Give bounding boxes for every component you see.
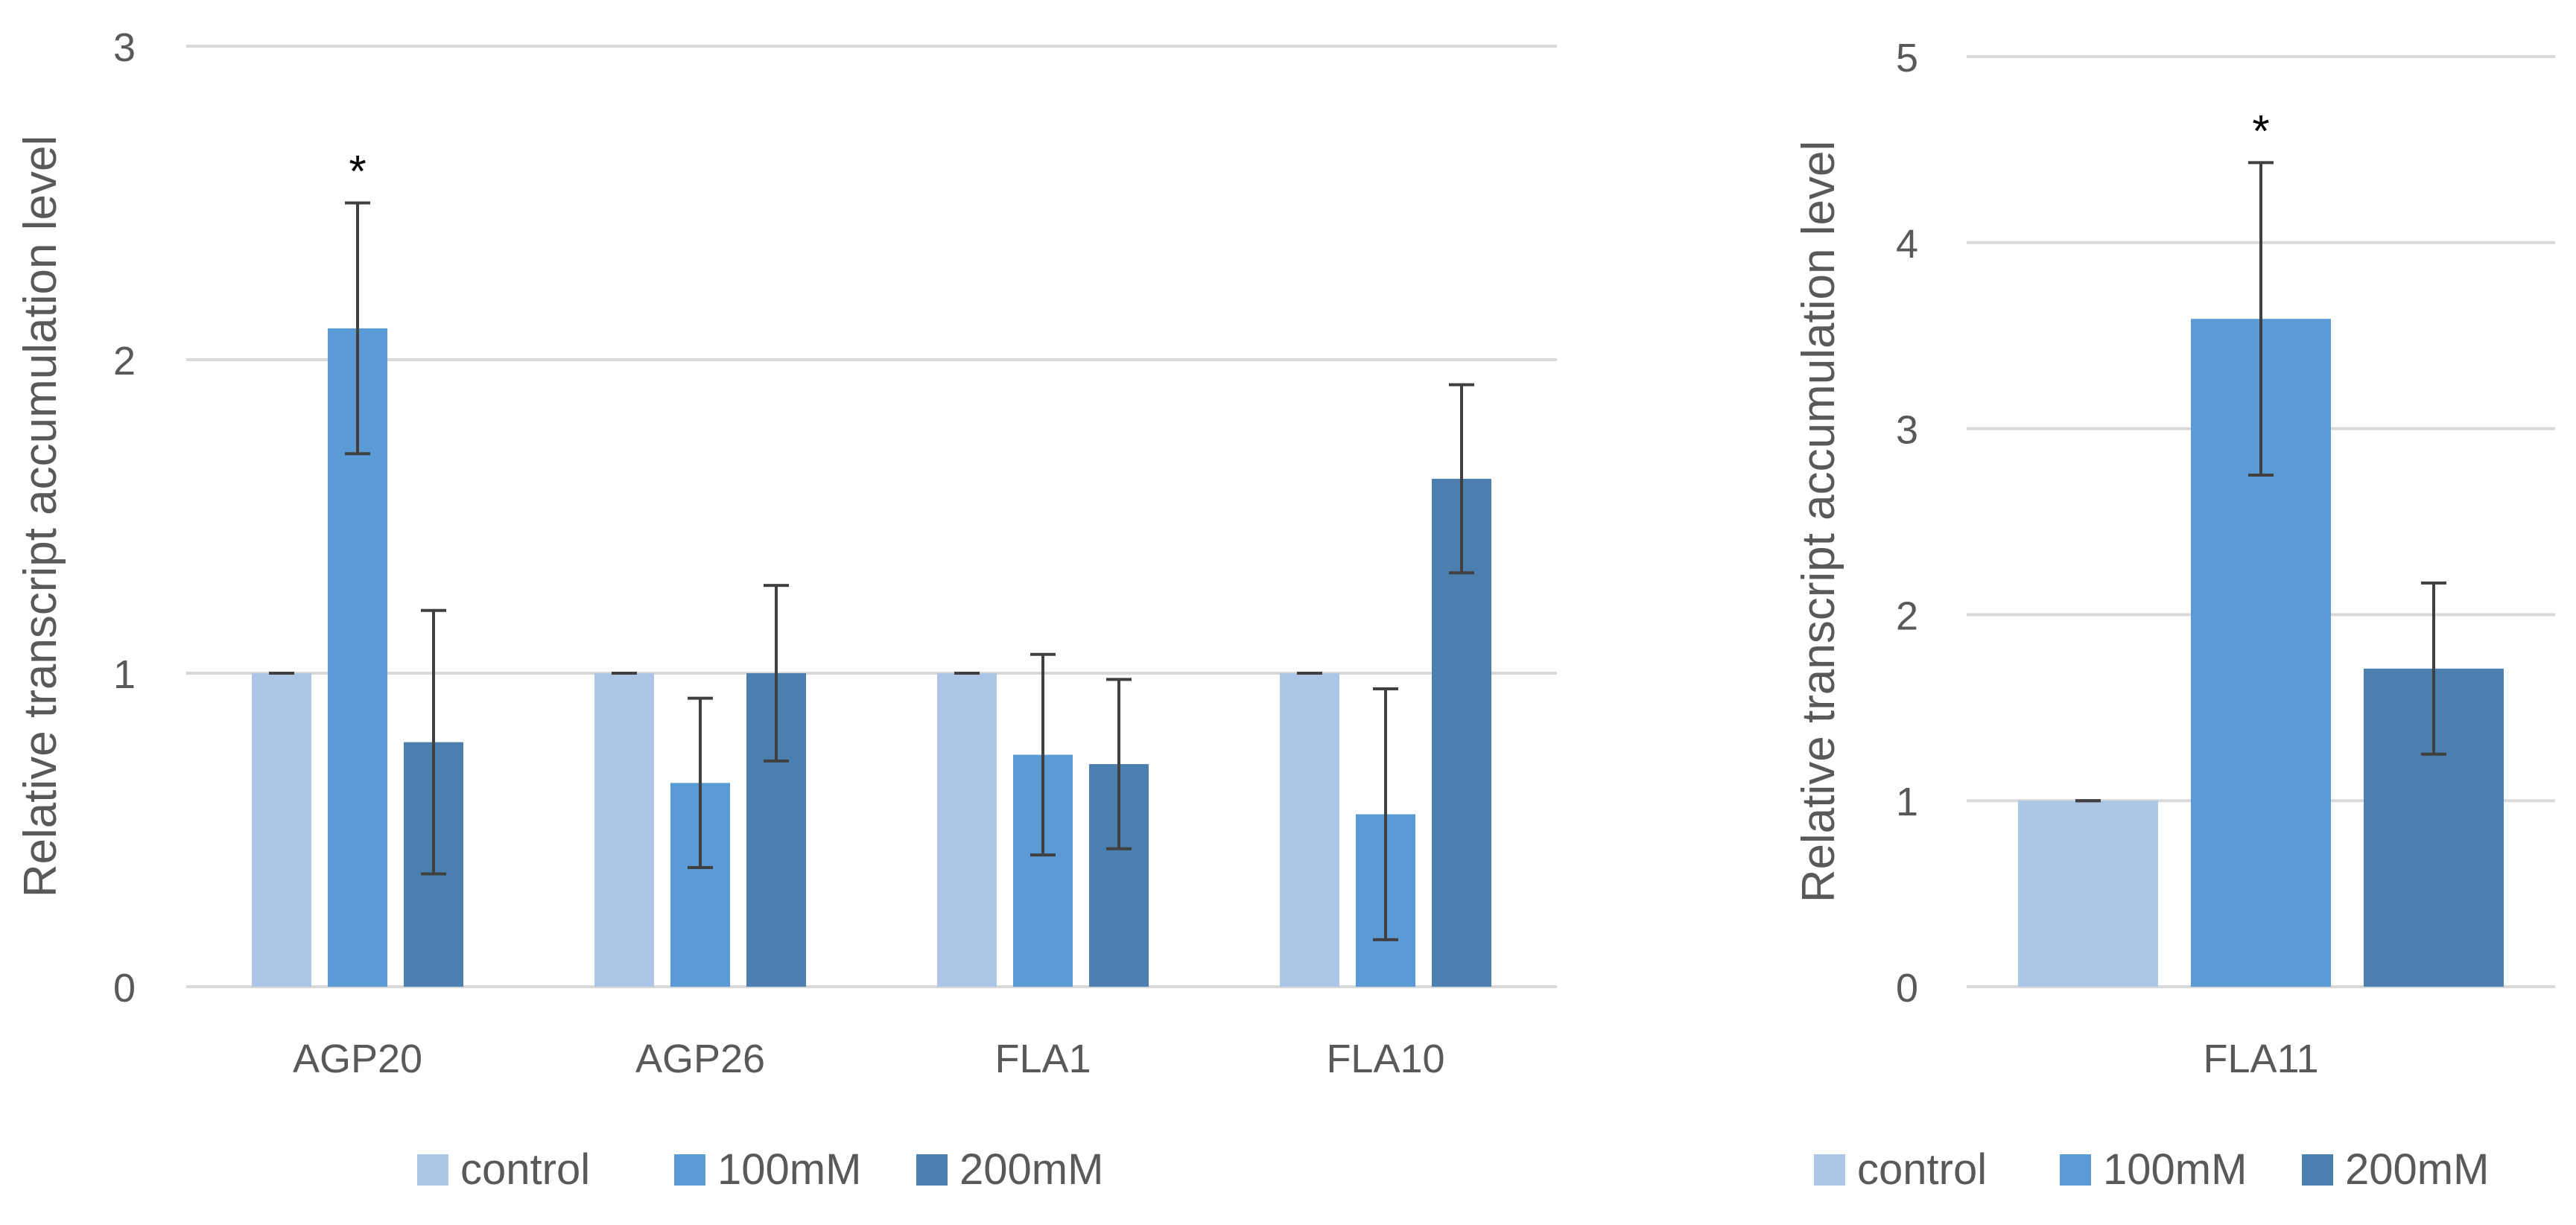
x-category-label: AGP26 — [635, 1037, 765, 1081]
error-bar-FLA1-100mM — [1030, 652, 1056, 857]
legend-label-100mM: 100mM — [717, 1145, 861, 1194]
legend-swatch-control — [1814, 1154, 1845, 1186]
error-bar-FLA10-200mM — [1449, 383, 1474, 575]
legend-swatch-200mM — [916, 1154, 948, 1186]
bar-FLA1-control — [937, 673, 997, 987]
y-axis-title: Relative transcript accumulation level — [15, 136, 66, 897]
y-axis-title: Relative transcript accumulation level — [1793, 141, 1844, 903]
legend-label-control: control — [1857, 1145, 1987, 1194]
y-tick-label: 2 — [113, 339, 136, 384]
error-bar-FLA11-100mM — [2248, 161, 2274, 477]
legend-swatch-100mM — [674, 1154, 705, 1186]
y-tick-label: 1 — [113, 652, 136, 697]
error-bar-FLA1-200mM — [1106, 678, 1132, 850]
legend-label-200mM: 200mM — [2345, 1145, 2489, 1194]
significance-marker: * — [2252, 106, 2269, 156]
bar-FLA10-control — [1280, 673, 1339, 987]
y-tick-label: 3 — [113, 25, 136, 70]
chart-left: 0 1 2 3 Relative transcript accumulation lev… — [15, 25, 1557, 1194]
error-bar-AGP26-200mM — [764, 584, 789, 763]
x-category-label: FLA10 — [1326, 1037, 1444, 1081]
legend-label-100mM: 100mM — [2103, 1145, 2247, 1194]
y-tick-label: 5 — [1896, 36, 1918, 80]
legend-swatch-control — [417, 1154, 448, 1186]
significance-marker: * — [349, 147, 366, 197]
x-category-label: AGP20 — [293, 1037, 422, 1081]
y-tick-label: 2 — [1896, 594, 1918, 638]
error-bar-AGP20-200mM — [421, 608, 446, 876]
legend-swatch-100mM — [2060, 1154, 2091, 1186]
error-bar-AGP26-100mM — [688, 696, 713, 870]
legend-label-200mM: 200mM — [959, 1145, 1103, 1194]
error-bar-AGP20-100mM — [345, 201, 370, 456]
chart-right: 0 1 2 3 4 5 Relative transcript accumulation l… — [1793, 36, 2555, 1194]
y-tick-label: 3 — [1896, 408, 1918, 453]
bar-AGP26-control — [594, 673, 654, 987]
x-category-label: FLA11 — [2203, 1037, 2318, 1081]
y-tick-label: 4 — [1896, 222, 1918, 267]
bar-AGP20-control — [252, 673, 311, 987]
legend-label-control: control — [460, 1145, 590, 1194]
y-tick-label: 0 — [113, 966, 136, 1011]
legend-swatch-200mM — [2302, 1154, 2333, 1186]
x-category-label: FLA1 — [994, 1037, 1091, 1081]
error-bar-FLA10-100mM — [1373, 687, 1398, 941]
y-tick-label: 1 — [1896, 780, 1918, 824]
y-tick-label: 0 — [1896, 966, 1918, 1011]
error-bar-FLA11-200mM — [2421, 581, 2446, 756]
bar-FLA11-control — [2018, 801, 2158, 987]
